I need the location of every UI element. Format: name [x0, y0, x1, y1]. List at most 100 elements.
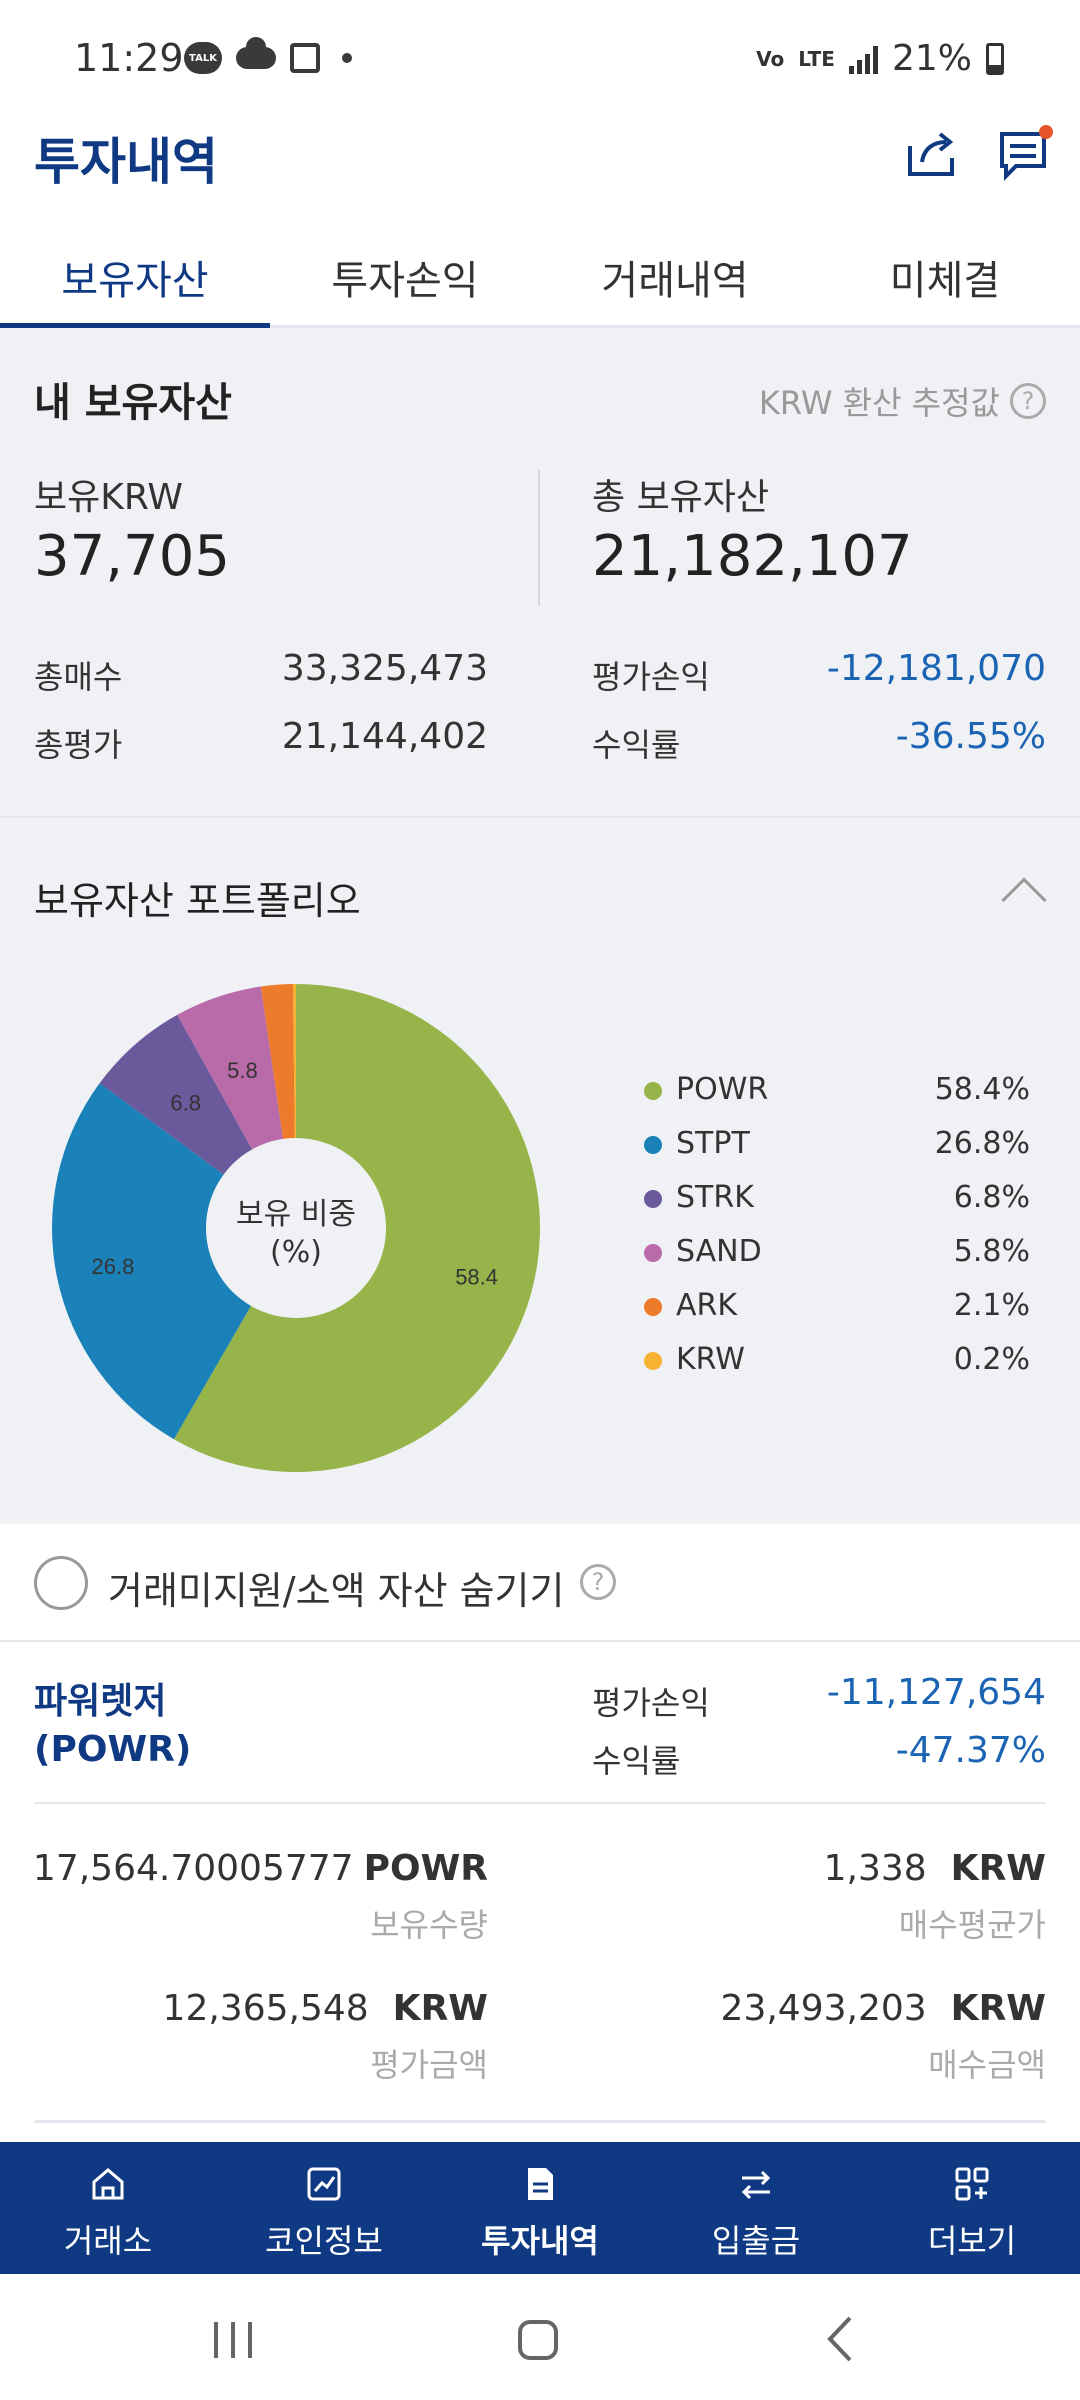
lte-icon: LTE [798, 46, 835, 71]
nav-label: 거래소 [63, 2222, 153, 2260]
share-icon[interactable] [902, 122, 962, 182]
app-header: 투자내역 [0, 110, 1080, 218]
image-icon [290, 43, 320, 73]
legend-value: 26.8% [934, 1126, 1030, 1161]
krw-balance-label: 보유KRW [34, 477, 183, 518]
return-rate-value: -36.55% [895, 716, 1046, 757]
collapse-chevron-icon[interactable] [1001, 877, 1047, 923]
status-time: 11:29 [74, 36, 184, 80]
eval-amount: 12,365,548 KRW [163, 1988, 488, 2029]
asset-card-powr[interactable]: 파워렛저 (POWR) 평가손익 -11,127,654 수익률 -47.37%… [0, 1642, 1080, 2142]
divider [34, 2120, 1046, 2123]
pie-slice-strk [99, 1014, 253, 1175]
pie-slice-sand [177, 986, 284, 1150]
legend-item-sand: SAND 5.8% [644, 1230, 1030, 1284]
battery-icon [986, 42, 1004, 75]
legend-dot-icon [644, 1136, 662, 1154]
nav-coin-info[interactable]: 코인정보 [216, 2142, 432, 2274]
slice-label-stpt: 26.8 [92, 1254, 135, 1279]
donut-center-label: 보유 비중 (%) [236, 1196, 356, 1272]
eval-amount-unit: KRW [392, 1988, 488, 2029]
summary-title: 내 보유자산 [34, 380, 232, 426]
signal-icon [848, 44, 878, 74]
holdings-summary: 내 보유자산 KRW 환산 추정값 ? 보유KRW 37,705 총 보유자산 … [0, 328, 1080, 818]
avg-buy-price-label: 매수평균가 [898, 1906, 1046, 1944]
asset-rate-value: -47.37% [895, 1730, 1046, 1771]
eval-amount-label: 평가금액 [370, 2046, 488, 2084]
nav-exchange[interactable]: 거래소 [0, 2142, 216, 2274]
help-icon[interactable]: ? [1010, 383, 1046, 419]
legend-value: 2.1% [953, 1288, 1030, 1323]
legend-name: ARK [676, 1288, 738, 1323]
more-dot-icon [342, 53, 352, 63]
legend-dot-icon [644, 1190, 662, 1208]
volte-icon: Vo [756, 46, 785, 71]
total-assets-label: 총 보유자산 [592, 477, 770, 518]
legend-name: KRW [676, 1342, 745, 1377]
portfolio-legend: POWR 58.4% STPT 26.8% STRK 6.8% SAND 5.8% ARK 2.1… [644, 1068, 1030, 1392]
total-buy-value: 33,325,473 [281, 648, 488, 689]
home-button-icon[interactable] [516, 2318, 560, 2362]
transfer-icon [741, 2170, 771, 2200]
krw-balance-value: 37,705 [34, 524, 230, 589]
kakaotalk-icon: TALK [184, 42, 222, 74]
document-icon [528, 2168, 553, 2200]
legend-item-strk: STRK 6.8% [644, 1176, 1030, 1230]
pie-slice-ark [260, 984, 295, 1139]
slice-label-sand: 5.8 [227, 1058, 258, 1083]
buy-amount-unit: KRW [950, 1988, 1046, 2029]
asset-name: 파워렛저 (POWR) [34, 1678, 191, 1774]
nav-investment-history[interactable]: 투자내역 [432, 2142, 648, 2274]
chart-icon [307, 2167, 341, 2201]
back-icon[interactable] [820, 2314, 860, 2364]
tab-pending-orders[interactable]: 미체결 [889, 258, 1001, 304]
hide-small-assets-radio[interactable] [34, 1556, 88, 1610]
buy-amount: 23,493,203 KRW [721, 1988, 1046, 2029]
total-assets-value: 21,182,107 [592, 524, 913, 589]
notice-icon[interactable] [996, 122, 1056, 182]
avg-buy-price-unit: KRW [950, 1848, 1046, 1889]
holding-quantity: 17,564.70005777 POWR [33, 1848, 488, 1889]
grid-plus-icon [955, 2167, 989, 2201]
bottom-nav: 거래소 코인정보 투자내역 입출금 더보기 [0, 2142, 1080, 2274]
battery-percent: 21% [891, 38, 972, 79]
nav-label: 더보기 [927, 2222, 1017, 2260]
return-rate-label: 수익률 [592, 726, 681, 764]
nav-label: 입출금 [711, 2222, 801, 2260]
holding-quantity-label: 보유수량 [370, 1906, 488, 1944]
legend-value: 0.2% [953, 1342, 1030, 1377]
eval-amount-value: 12,365,548 [162, 1988, 369, 2029]
legend-item-ark: ARK 2.1% [644, 1284, 1030, 1338]
asset-pnl-label: 평가손익 [592, 1684, 710, 1722]
hide-small-assets-row[interactable]: 거래미지원/소액 자산 숨기기 ? [0, 1524, 1080, 1642]
system-nav-bar [0, 2274, 1080, 2400]
legend-value: 58.4% [934, 1072, 1030, 1107]
legend-name: SAND [676, 1234, 762, 1269]
status-bar: 11:29 TALK Vo LTE 21% [0, 0, 1080, 110]
total-eval-value: 21,144,402 [281, 716, 488, 757]
tab-holdings[interactable]: 보유자산 [0, 218, 270, 328]
recent-apps-icon[interactable] [210, 2318, 256, 2362]
legend-item-powr: POWR 58.4% [644, 1068, 1030, 1122]
portfolio-section: 보유자산 포트폴리오 58.4 26.8 6.8 5.8 보유 비중 (%) POWR… [0, 818, 1080, 1524]
pie-slice-krw [292, 984, 296, 1139]
estimate-label: KRW 환산 추정값 [758, 384, 1000, 422]
slice-label-powr: 58.4 [455, 1264, 498, 1289]
tab-bar: 보유자산 투자손익 거래내역 미체결 [0, 218, 1080, 328]
pnl-label: 평가손익 [592, 658, 710, 696]
page-title: 투자내역 [34, 133, 218, 191]
legend-dot-icon [644, 1352, 662, 1370]
nav-deposit-withdraw[interactable]: 입출금 [648, 2142, 864, 2274]
tab-transactions[interactable]: 거래내역 [601, 258, 749, 304]
system-icons: Vo LTE 21% [756, 38, 1004, 79]
legend-value: 6.8% [953, 1180, 1030, 1215]
avg-buy-price: 1,338 KRW [824, 1848, 1046, 1889]
tab-profit-loss[interactable]: 투자손익 [331, 258, 479, 304]
nav-more[interactable]: 더보기 [864, 2142, 1080, 2274]
legend-item-krw: KRW 0.2% [644, 1338, 1030, 1392]
help-icon[interactable]: ? [580, 1564, 616, 1600]
asset-name-korean: 파워렛저 [34, 1681, 167, 1722]
legend-item-stpt: STPT 26.8% [644, 1122, 1030, 1176]
legend-dot-icon [644, 1244, 662, 1262]
legend-name: STRK [676, 1180, 754, 1215]
